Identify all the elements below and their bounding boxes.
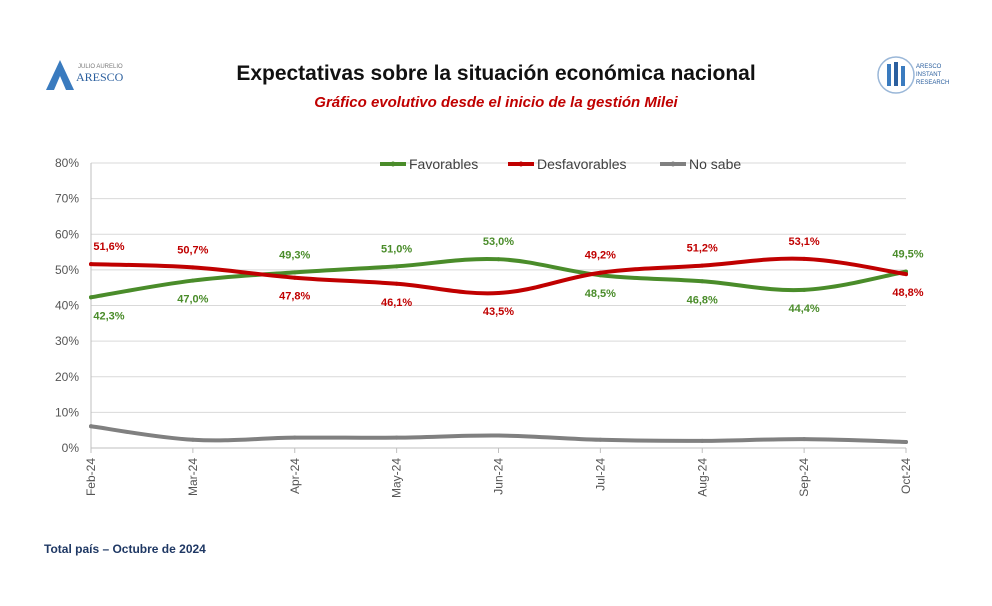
data-point [496, 291, 501, 296]
data-point [496, 257, 501, 262]
data-label: 51,0% [381, 243, 412, 255]
data-point [904, 439, 908, 444]
data-point [292, 275, 297, 280]
data-point [802, 256, 807, 261]
y-tick-label: 60% [55, 227, 79, 241]
data-point [394, 264, 399, 269]
legend: Favorables Desfavorables No sabe [380, 156, 741, 172]
data-point [700, 438, 705, 443]
data-point [190, 437, 195, 442]
data-point [292, 270, 297, 275]
x-tick-label: Apr-24 [288, 458, 302, 494]
data-point [802, 437, 807, 442]
y-tick-label: 80% [55, 156, 79, 170]
legend-label: No sabe [689, 156, 741, 172]
data-point [700, 263, 705, 268]
data-label: 42,3% [93, 310, 124, 322]
legend-item-desfavorables: Desfavorables [508, 156, 627, 172]
x-tick-label: Aug-24 [695, 458, 709, 497]
x-tick-label: Sep-24 [797, 458, 811, 497]
x-tick-label: May-24 [390, 458, 404, 498]
series-lines [89, 256, 908, 444]
data-point [598, 270, 603, 275]
y-tick-label: 30% [55, 334, 79, 348]
data-point [190, 278, 195, 283]
legend-label: Favorables [409, 156, 478, 172]
x-tick-label: Feb-24 [84, 458, 98, 496]
legend-marker [390, 161, 396, 167]
data-label: 51,6% [93, 241, 124, 253]
legend-marker [670, 161, 676, 167]
data-point [89, 295, 93, 300]
data-label: 46,1% [381, 297, 412, 309]
data-point [700, 279, 705, 284]
data-point [802, 287, 807, 292]
data-label: 49,3% [279, 249, 310, 261]
data-label: 43,5% [483, 306, 514, 318]
data-point [89, 424, 93, 429]
data-point [904, 272, 908, 277]
data-label: 50,7% [177, 244, 208, 256]
footer-note: Total país – Octubre de 2024 [44, 542, 206, 556]
data-label: 46,8% [687, 294, 718, 306]
legend-item-favorables: Favorables [380, 156, 478, 172]
data-point [190, 265, 195, 270]
data-point [89, 262, 93, 267]
y-tick-label: 40% [55, 299, 79, 313]
data-label: 53,0% [483, 236, 514, 248]
data-label: 53,1% [789, 236, 820, 248]
legend-item-no-sabe: No sabe [660, 156, 741, 172]
data-label: 47,0% [177, 294, 208, 306]
x-tick-label: Mar-24 [186, 458, 200, 496]
data-label: 47,8% [279, 291, 310, 303]
legend-marker [518, 161, 524, 167]
data-label: 44,4% [789, 303, 820, 315]
logo-right-line-3: RESEARCH [916, 80, 949, 86]
chart-subtitle: Gráfico evolutivo desde el inicio de la … [314, 94, 678, 111]
data-labels: 42,3% 47,0% 49,3% 51,0% 53,0% 48,5% 46,8% 44,4%… [93, 236, 923, 322]
chart-title: Expectativas sobre la situación económic… [236, 62, 756, 85]
data-label: 49,2% [585, 250, 616, 262]
y-tick-label: 0% [62, 441, 80, 455]
data-point [394, 281, 399, 286]
data-label: 48,5% [585, 288, 616, 300]
x-tick-label: Oct-24 [899, 458, 913, 494]
aresco-logo: JULIO AURELIO ARESCO [46, 60, 124, 90]
data-point [496, 433, 501, 438]
logo-left-text: ARESCO [76, 70, 124, 84]
logo-right-line-1: ARESCO [916, 64, 942, 70]
logo-left-small-text: JULIO AURELIO [78, 64, 123, 70]
data-point [598, 437, 603, 442]
y-tick-label: 70% [55, 192, 79, 206]
y-tick-label: 20% [55, 370, 79, 384]
data-point [292, 435, 297, 440]
y-tick-label: 10% [55, 405, 79, 419]
data-label: 49,5% [892, 249, 923, 261]
logo-right-line-2: INSTANT [916, 72, 942, 78]
data-point [394, 435, 399, 440]
x-tick-label: Jul-24 [593, 458, 607, 491]
data-label: 51,2% [687, 243, 718, 255]
x-tick-label: Jun-24 [492, 458, 506, 495]
data-label: 48,8% [892, 287, 923, 299]
y-tick-label: 50% [55, 263, 79, 277]
logo-triangle-shape [46, 60, 74, 90]
aresco-instant-research-logo: ARESCO INSTANT RESEARCH [877, 56, 949, 94]
axes: 0% 10% 20% 30% 40% 50% 60% 70% 80% Feb-24 Mar-24 Ap… [55, 156, 913, 498]
legend-label: Desfavorables [537, 156, 627, 172]
